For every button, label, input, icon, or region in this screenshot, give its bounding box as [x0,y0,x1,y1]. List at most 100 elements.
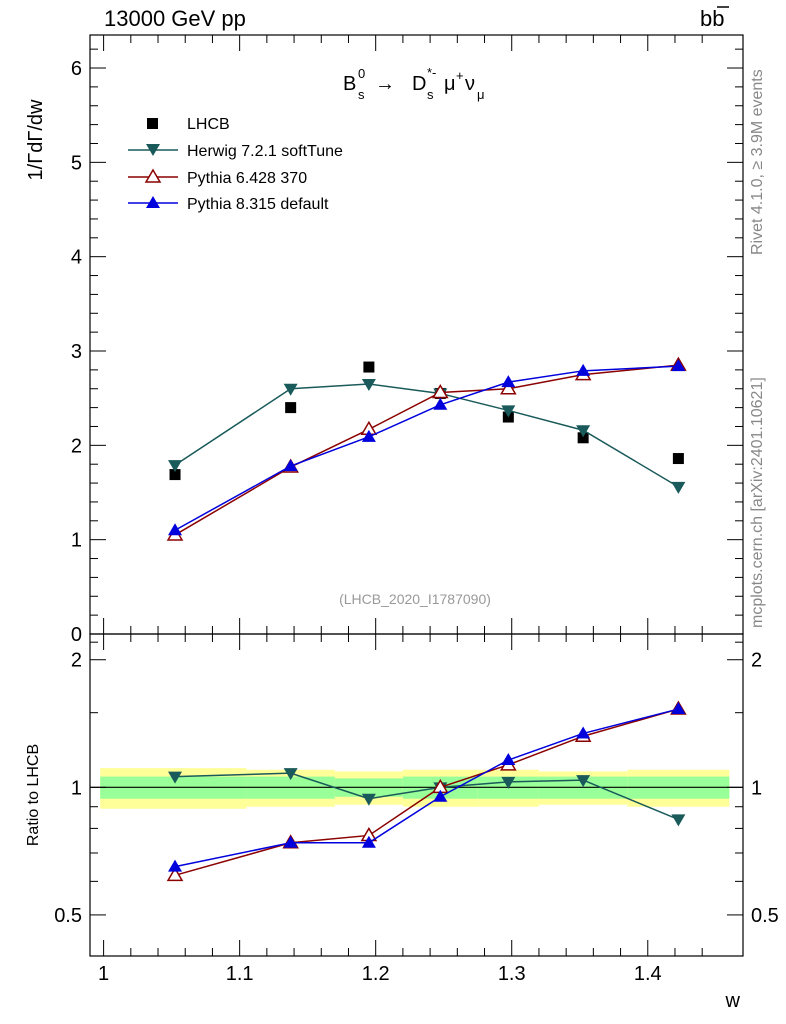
title-mu: μ [444,73,456,95]
main-series-pythia6 [166,356,687,541]
main-series-lhcb [169,361,684,481]
main-point-lhcb [169,469,181,481]
ratio-ytick-label-right: 2 [751,650,762,672]
ratio-series-pythia8 [168,702,686,872]
main-point-pythia8 [361,429,376,442]
analysis-id: (LHCB_2020_I1787090) [339,591,491,607]
title-d-sup: *- [427,65,436,80]
main-point-pythia6 [500,380,517,395]
main-point-herwig [283,383,298,396]
main-ytick-label: 2 [71,435,82,457]
ratio-ytick-label-right: 1 [751,777,762,799]
xtick-label: 1 [98,963,109,985]
xtick-label: 1.2 [362,963,390,985]
legend-entry-pythia8: Pythia 8.315 default [128,196,329,213]
plot-title: B s 0 → D s *- μ + ν μ [343,65,485,102]
legend-entry-pythia6: Pythia 6.428 370 [128,168,307,187]
svg-text:bb: bb [700,6,725,31]
ratio-point-herwig [168,771,183,784]
ratio-ytick-label: 2 [71,650,82,672]
title-d-sub: s [427,87,434,102]
main-point-herwig [501,405,516,418]
xtick-label: 1.1 [226,963,254,985]
ratio-ytick-label: 1 [71,777,82,799]
ratio-uncertainty-band [90,768,743,809]
legend-marker-herwig [146,144,160,156]
main-point-herwig [576,425,591,438]
process-b: b [700,6,712,31]
main-point-lhcb [672,453,684,465]
main-series-pythia8 [168,359,686,536]
energy-label: 13000 GeV pp [104,6,246,31]
main-point-pythia8 [283,459,298,472]
ratio-ytick-label-right: 0.5 [751,905,779,927]
process-label: bb [700,6,729,31]
main-point-pythia8 [168,523,183,536]
xtick-label: 1.4 [634,963,662,985]
main-ytick-label: 1 [71,530,82,552]
ratio-point-pythia8 [671,702,686,715]
main-ylabel: 1/ΓdΓ/dw [25,99,47,181]
title-b-sup: 0 [358,66,365,81]
legend-entry-herwig: Herwig 7.2.1 softTune [128,143,343,160]
main-point-pythia8 [501,375,516,388]
x-axis-label: w [725,990,741,1012]
main-point-pythia8 [433,397,448,410]
main-point-lhcb [363,361,375,373]
ratio-point-herwig [283,768,298,781]
legend-marker-pythia6 [144,168,162,183]
ratio-point-herwig [671,814,686,827]
ratio-point-pythia8 [576,726,591,739]
legend-marker-pythia8 [146,196,160,208]
main-series-herwig [168,379,686,494]
ratio-point-pythia8 [501,753,516,766]
title-b-sub: s [358,87,365,102]
main-ytick-label: 0 [71,624,82,646]
ratio-point-pythia8 [168,859,183,872]
axes: 0 1 2 3 4 5 6 0.5 0.5 1 1 2 2 1 1.1 1.2 1.3 1.4 [54,34,779,985]
title-arrow: → [375,73,395,95]
ratio-point-herwig [361,793,376,806]
ratio-point-pythia8 [361,835,376,848]
ratio-point-pythia6 [166,866,184,882]
main-point-herwig [361,379,376,392]
ratio-frame [89,633,744,957]
main-point-herwig [671,481,686,494]
xtick-label: 1.3 [498,963,526,985]
main-line-pythia6 [174,364,679,536]
legend-entry-lhcb: LHCB [147,116,230,133]
ratio-ytick-label: 0.5 [54,905,82,927]
main-point-lhcb [285,402,297,414]
rivet-label: Rivet 4.1.0, ≥ 3.9M events [749,69,766,255]
main-ytick-label: 5 [71,152,82,174]
legend-marker-lhcb [147,118,158,129]
main-point-herwig [168,460,183,473]
title-b: B [343,73,356,95]
main-line-pythia8 [174,365,679,531]
ratio-point-herwig [501,776,516,789]
ratio-point-herwig [576,775,591,788]
main-ytick-label: 4 [71,247,82,269]
legend-label-pythia6: Pythia 6.428 370 [187,170,307,187]
main-point-pythia8 [576,363,591,376]
ratio-point-pythia8 [283,835,298,848]
legend-label-herwig: Herwig 7.2.1 softTune [187,143,343,160]
ratio-point-pythia8 [433,789,448,802]
ratio-ylabel: Ratio to LHCB [25,744,42,846]
title-d: D [412,73,426,95]
main-point-lhcb [577,432,589,444]
legend-label-lhcb: LHCB [187,116,230,133]
legend-label-pythia8: Pythia 8.315 default [187,196,329,213]
process-bbar: b [712,6,724,31]
series-layer [166,356,687,882]
main-ytick-label: 6 [71,58,82,80]
main-point-pythia6 [432,384,449,399]
main-ytick-label: 3 [71,341,82,363]
legend: LHCB Herwig 7.2.1 softTune Pythia 6.428 … [128,116,343,213]
title-mu-sup: + [456,68,464,83]
main-point-pythia8 [671,359,686,372]
mcplots-label: mcplots.cern.ch [arXiv:2401.10621] [749,377,766,628]
title-nu-sub: μ [477,87,485,102]
title-nu: ν [465,73,475,95]
